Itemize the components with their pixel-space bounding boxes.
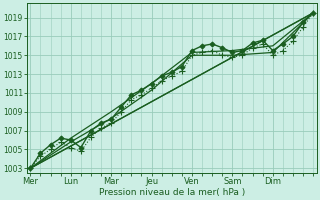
X-axis label: Pression niveau de la mer( hPa ): Pression niveau de la mer( hPa )	[99, 188, 245, 197]
